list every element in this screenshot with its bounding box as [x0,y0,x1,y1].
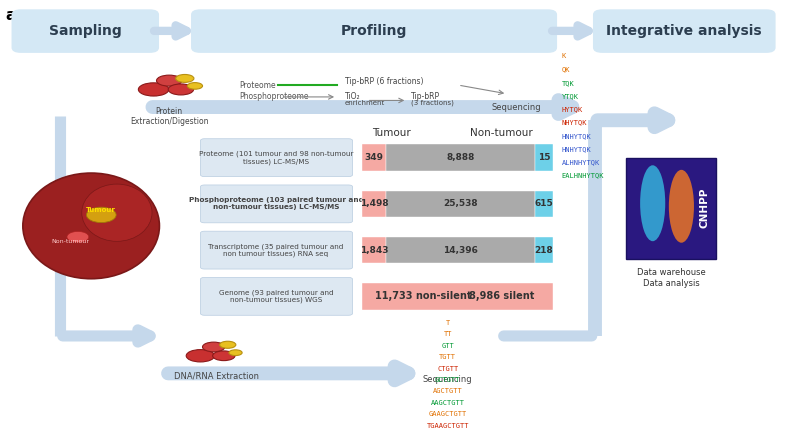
Text: Non-tumour: Non-tumour [51,239,89,244]
Text: 11,733 non-silent: 11,733 non-silent [375,291,472,301]
Text: Non-tumour: Non-tumour [470,128,533,138]
Bar [362,190,386,217]
Ellipse shape [220,341,235,348]
FancyBboxPatch shape [200,277,352,315]
Text: DNA/RNA Extraction: DNA/RNA Extraction [173,372,258,381]
Text: Transcriptome (35 paired tumour and
non tumour tissues) RNA seq: Transcriptome (35 paired tumour and non … [209,243,344,257]
Text: Tip-bRP: Tip-bRP [411,93,440,101]
Ellipse shape [23,173,159,279]
Bar [362,283,553,310]
Ellipse shape [640,165,665,241]
Text: Proteome (101 tumour and 98 non-tumour
tissues) LC-MS/MS: Proteome (101 tumour and 98 non-tumour t… [199,151,353,165]
Text: Phosphoproteome: Phosphoproteome [239,93,309,101]
Text: Tumour: Tumour [86,207,116,214]
Text: EALHNHYTQK: EALHNHYTQK [562,172,604,178]
Text: AAGCTGTT: AAGCTGTT [431,400,465,406]
Text: K: K [562,54,566,59]
Text: Phosphoproteome (103 paired tumour and
non-tumour tissues) LC-MS/MS: Phosphoproteome (103 paired tumour and n… [188,198,363,210]
Bar [386,190,535,217]
Bar [362,237,386,263]
Text: CNHPP: CNHPP [699,188,710,229]
Text: Data analysis: Data analysis [643,279,699,288]
Text: a: a [5,8,16,23]
Ellipse shape [186,350,214,362]
Text: TGAAGCTGTT: TGAAGCTGTT [426,423,469,429]
Text: enrichment: enrichment [345,100,385,105]
Text: Sampling: Sampling [49,24,122,38]
FancyBboxPatch shape [200,231,352,269]
Text: Sequencing: Sequencing [423,376,473,385]
Text: 615: 615 [535,199,553,208]
Text: ALHNHYTQK: ALHNHYTQK [562,159,600,165]
Bar [626,158,715,259]
Text: CTGTT: CTGTT [437,365,458,372]
Ellipse shape [138,83,169,96]
Text: 8,986 silent: 8,986 silent [469,291,535,301]
Text: QK: QK [562,66,570,73]
Ellipse shape [156,75,182,86]
Text: Profiling: Profiling [341,24,407,38]
Ellipse shape [86,207,116,222]
Text: YTQK: YTQK [562,93,579,99]
Text: GAAGCTGTT: GAAGCTGTT [429,411,467,417]
Text: Tip-bRP (6 fractions): Tip-bRP (6 fractions) [345,77,423,86]
Text: 349: 349 [364,153,383,162]
Text: 8,888: 8,888 [446,153,475,162]
FancyBboxPatch shape [200,185,352,223]
Ellipse shape [67,231,89,242]
Text: 1,498: 1,498 [360,199,389,208]
Text: HNHYTQK: HNHYTQK [562,132,592,139]
Ellipse shape [213,351,235,361]
Text: 25,538: 25,538 [443,199,478,208]
Text: 14,396: 14,396 [443,245,478,255]
Text: AGCTGTT: AGCTGTT [433,389,462,394]
Text: NHYTQK: NHYTQK [562,120,587,125]
Text: Tumour: Tumour [372,128,411,138]
Text: 218: 218 [535,245,553,255]
FancyBboxPatch shape [593,9,776,53]
Ellipse shape [229,350,242,356]
Bar [386,144,535,171]
Text: T: T [446,320,450,326]
Text: Proteome: Proteome [239,81,276,89]
Ellipse shape [176,74,194,82]
Bar [386,237,535,263]
Text: TT: TT [444,331,452,337]
Text: GCTGTT: GCTGTT [435,377,461,383]
Ellipse shape [82,184,152,241]
Text: Protein
Extraction/Digestion: Protein Extraction/Digestion [130,107,209,126]
Text: Sequencing: Sequencing [491,102,542,112]
Text: Integrative analysis: Integrative analysis [607,24,762,38]
Ellipse shape [168,84,194,95]
Bar [535,190,553,217]
Text: (3 fractions): (3 fractions) [411,100,454,106]
Text: HNHYTQK: HNHYTQK [562,146,592,152]
Ellipse shape [188,82,203,89]
Ellipse shape [203,342,225,352]
FancyBboxPatch shape [191,9,557,53]
Text: HYTQK: HYTQK [562,106,583,112]
Bar [535,144,553,171]
Text: GTT: GTT [441,342,455,349]
Text: Data warehouse: Data warehouse [637,268,706,276]
Text: 15: 15 [538,153,550,162]
FancyBboxPatch shape [200,139,352,177]
Text: Genome (93 paired tumour and
non-tumour tissues) WGS: Genome (93 paired tumour and non-tumour … [219,289,334,303]
Text: TGTT: TGTT [440,354,456,360]
Bar [362,144,386,171]
Bar [535,237,553,263]
FancyBboxPatch shape [12,9,159,53]
Text: 1,843: 1,843 [360,245,388,255]
Text: TiO₂: TiO₂ [345,92,360,101]
Text: TQK: TQK [562,80,575,86]
Ellipse shape [669,170,694,243]
